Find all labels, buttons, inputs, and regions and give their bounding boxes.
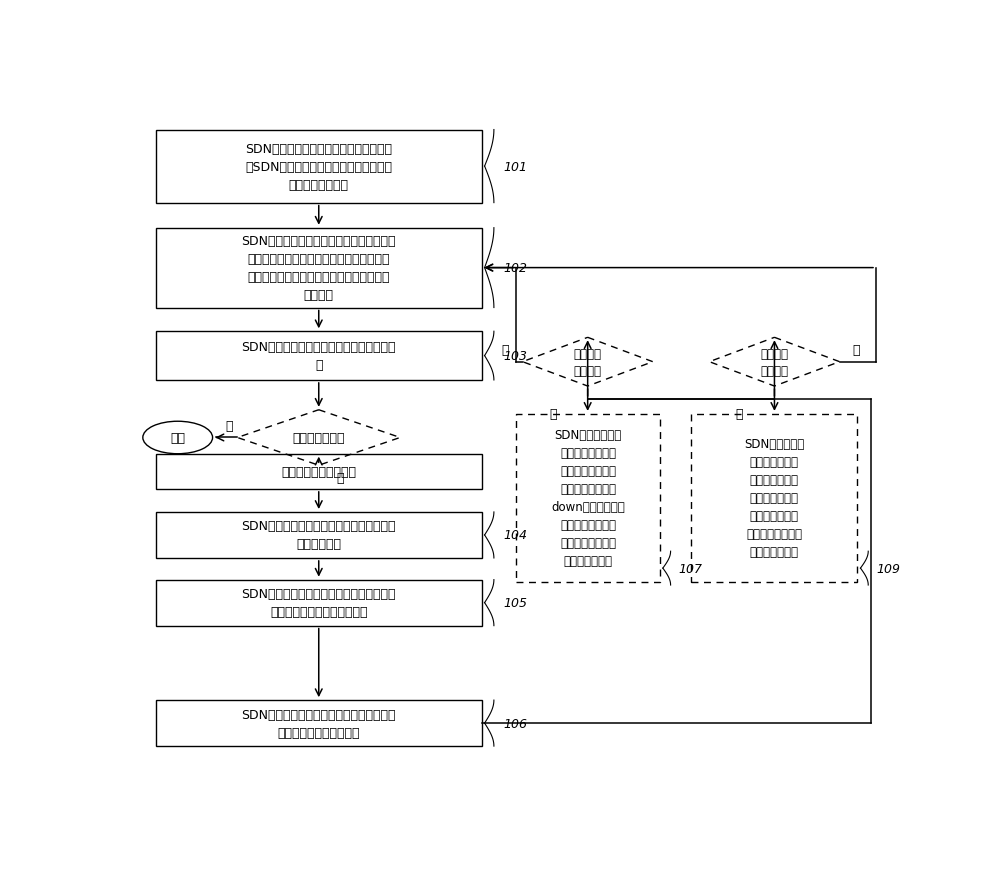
Text: 丢弃: 丢弃 <box>170 431 185 444</box>
Text: 104: 104 <box>503 529 527 542</box>
Text: SDN控制器监测
转发端口的丢包
率；当确定转发
端口的丢包率大
于丢包率阈值时
，并删除转发端口
对应的转发流表: SDN控制器监测 转发端口的丢包 率；当确定转发 端口的丢包率大 于丢包率阈值时… <box>744 438 804 558</box>
Text: 获取首报文的头部信息: 获取首报文的头部信息 <box>281 465 356 479</box>
FancyBboxPatch shape <box>156 513 482 558</box>
FancyBboxPatch shape <box>156 130 482 204</box>
Text: 否: 否 <box>225 420 233 432</box>
Text: 重新选择
转发端口: 重新选择 转发端口 <box>760 348 788 378</box>
FancyBboxPatch shape <box>156 228 482 308</box>
Text: 否: 否 <box>853 343 860 356</box>
Text: 是: 是 <box>337 471 344 485</box>
FancyBboxPatch shape <box>156 454 482 489</box>
Text: 103: 103 <box>503 349 527 363</box>
Text: 重新选择
转发端口: 重新选择 转发端口 <box>574 348 602 378</box>
Text: 首报文是否合法: 首报文是否合法 <box>292 431 345 444</box>
FancyBboxPatch shape <box>156 701 482 746</box>
Text: SDN控制器获取交换机发送的数据流的首报
文: SDN控制器获取交换机发送的数据流的首报 文 <box>242 341 396 371</box>
Text: SDN控制器根据交换机上报的链路信息计
算SDN网络可使用的数据链路，其中链路
信息包含链路容量: SDN控制器根据交换机上报的链路信息计 算SDN网络可使用的数据链路，其中链路 … <box>245 142 392 191</box>
Text: 是: 是 <box>549 407 557 421</box>
Text: SDN控制器根据头部信息进行哈希运算获取
负载均衡因子: SDN控制器根据头部信息进行哈希运算获取 负载均衡因子 <box>242 520 396 551</box>
Text: SDN控制器监测负
载端口组中各个端
口的状态，当确定
任一端口的状态为
down，则将任一端
口移出负载端口组
，并删除任一端口
对应的转发流表: SDN控制器监测负 载端口组中各个端 口的状态，当确定 任一端口的状态为 dow… <box>551 428 625 567</box>
Text: 101: 101 <box>503 161 527 173</box>
FancyBboxPatch shape <box>156 332 482 380</box>
FancyBboxPatch shape <box>156 580 482 626</box>
Text: 102: 102 <box>503 262 527 275</box>
Text: 是: 是 <box>736 407 743 421</box>
Text: SDN控制器将具有相同目的地址的数据链路
对应的端口加入负载端口组，并根据各个数
据链路的链路容量配置负载端口组中对应端
口的权重: SDN控制器将具有相同目的地址的数据链路 对应的端口加入负载端口组，并根据各个数… <box>242 234 396 302</box>
Text: 105: 105 <box>503 596 527 609</box>
Text: SDN控制器根据负载均衡因子和负载端口组
中各端口的权重选择转发端口: SDN控制器根据负载均衡因子和负载端口组 中各端口的权重选择转发端口 <box>242 587 396 618</box>
Text: 109: 109 <box>876 562 900 575</box>
FancyBboxPatch shape <box>691 414 857 582</box>
Text: 107: 107 <box>678 562 702 575</box>
Text: 106: 106 <box>503 716 527 730</box>
Text: SDN控制器根据转发端口生成转发流表，并
将转发流表发送至交换机: SDN控制器根据转发端口生成转发流表，并 将转发流表发送至交换机 <box>242 708 396 738</box>
FancyBboxPatch shape <box>516 414 660 582</box>
Text: 否: 否 <box>502 343 509 356</box>
